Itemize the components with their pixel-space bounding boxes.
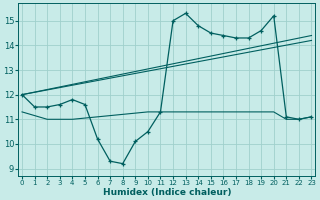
- X-axis label: Humidex (Indice chaleur): Humidex (Indice chaleur): [102, 188, 231, 197]
